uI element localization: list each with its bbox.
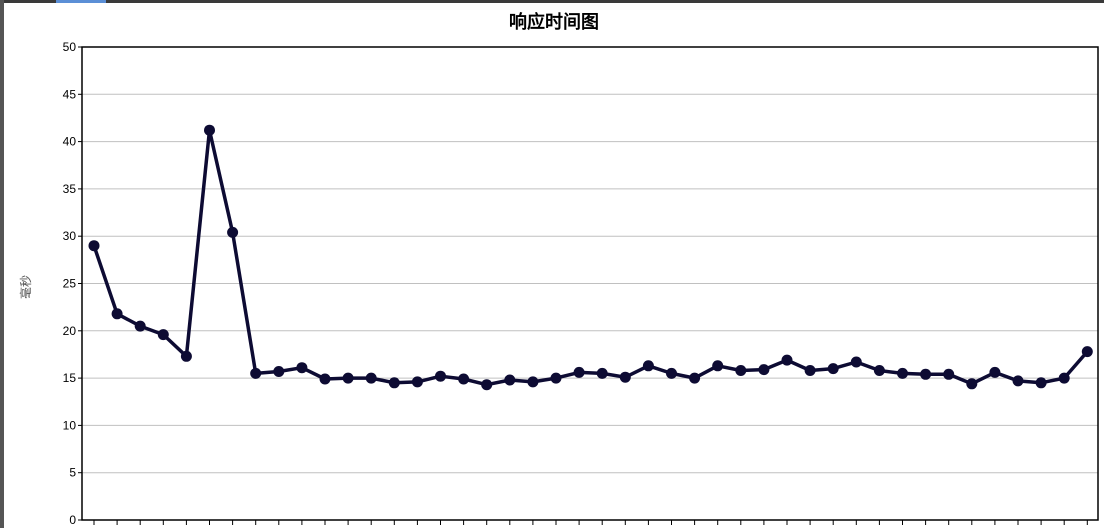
- data-point: [1081, 346, 1093, 358]
- data-point: [596, 367, 608, 379]
- data-point: [989, 366, 1001, 378]
- data-point: [573, 366, 585, 378]
- data-point: [227, 226, 239, 238]
- y-tick-label: 45: [63, 87, 77, 101]
- data-point: [88, 240, 100, 252]
- y-tick-label: 25: [63, 277, 77, 291]
- y-tick-label: 30: [63, 229, 77, 243]
- data-point: [873, 365, 885, 376]
- plot-frame: [81, 46, 1099, 521]
- data-point: [1012, 375, 1024, 387]
- data-point: [758, 364, 770, 376]
- chart-title: 响应时间图: [509, 11, 599, 33]
- data-point: [550, 372, 562, 384]
- data-point: [827, 363, 839, 375]
- data-point: [619, 371, 631, 383]
- y-tick-label: 5: [69, 466, 76, 480]
- data-point: [504, 374, 516, 386]
- data-point: [273, 366, 285, 377]
- data-point: [157, 329, 169, 341]
- data-point: [943, 368, 955, 380]
- y-tick-label: 0: [69, 513, 76, 527]
- data-point: [804, 365, 816, 376]
- data-point: [435, 370, 446, 382]
- axes: [78, 46, 1099, 525]
- y-tick-label: 15: [63, 371, 77, 385]
- data-point: [365, 372, 377, 384]
- data-point: [781, 354, 793, 366]
- y-axis-label: 毫秒: [18, 275, 33, 299]
- data-point: [342, 372, 354, 384]
- data-point: [735, 365, 747, 376]
- data-point: [966, 378, 978, 390]
- data-point: [850, 356, 862, 368]
- data-point: [689, 372, 701, 384]
- y-tick-label: 20: [63, 324, 77, 338]
- y-tick-label: 10: [63, 418, 77, 432]
- data-point: [134, 320, 146, 332]
- window-top-bar: [0, 0, 1104, 3]
- y-tick-label: 40: [63, 135, 77, 149]
- data-point: [666, 367, 677, 379]
- data-point: [642, 360, 654, 372]
- y-tick-label: 50: [63, 40, 77, 54]
- series-line: [92, 128, 1089, 387]
- data-point: [388, 377, 400, 389]
- y-tick-labels: 0 5 10 15 20 25 30 35 40 45 50: [63, 40, 77, 527]
- y-tick-label: 35: [63, 182, 77, 196]
- data-point: [319, 373, 331, 385]
- data-point: [897, 367, 908, 379]
- data-point: [527, 376, 539, 388]
- data-point: [111, 308, 123, 320]
- data-point: [481, 379, 493, 391]
- series-layer: [88, 124, 1093, 391]
- data-point: [250, 367, 262, 379]
- active-tab-indicator: [56, 0, 106, 3]
- window-left-border: [0, 0, 4, 528]
- data-point: [1035, 377, 1047, 389]
- data-point: [180, 350, 192, 362]
- data-point: [296, 362, 308, 374]
- data-point: [712, 360, 724, 372]
- data-point: [458, 373, 470, 385]
- data-point: [204, 124, 215, 136]
- data-point: [920, 368, 932, 380]
- data-point: [411, 376, 423, 388]
- data-point: [1058, 372, 1070, 384]
- grid-lines: [82, 93, 1098, 474]
